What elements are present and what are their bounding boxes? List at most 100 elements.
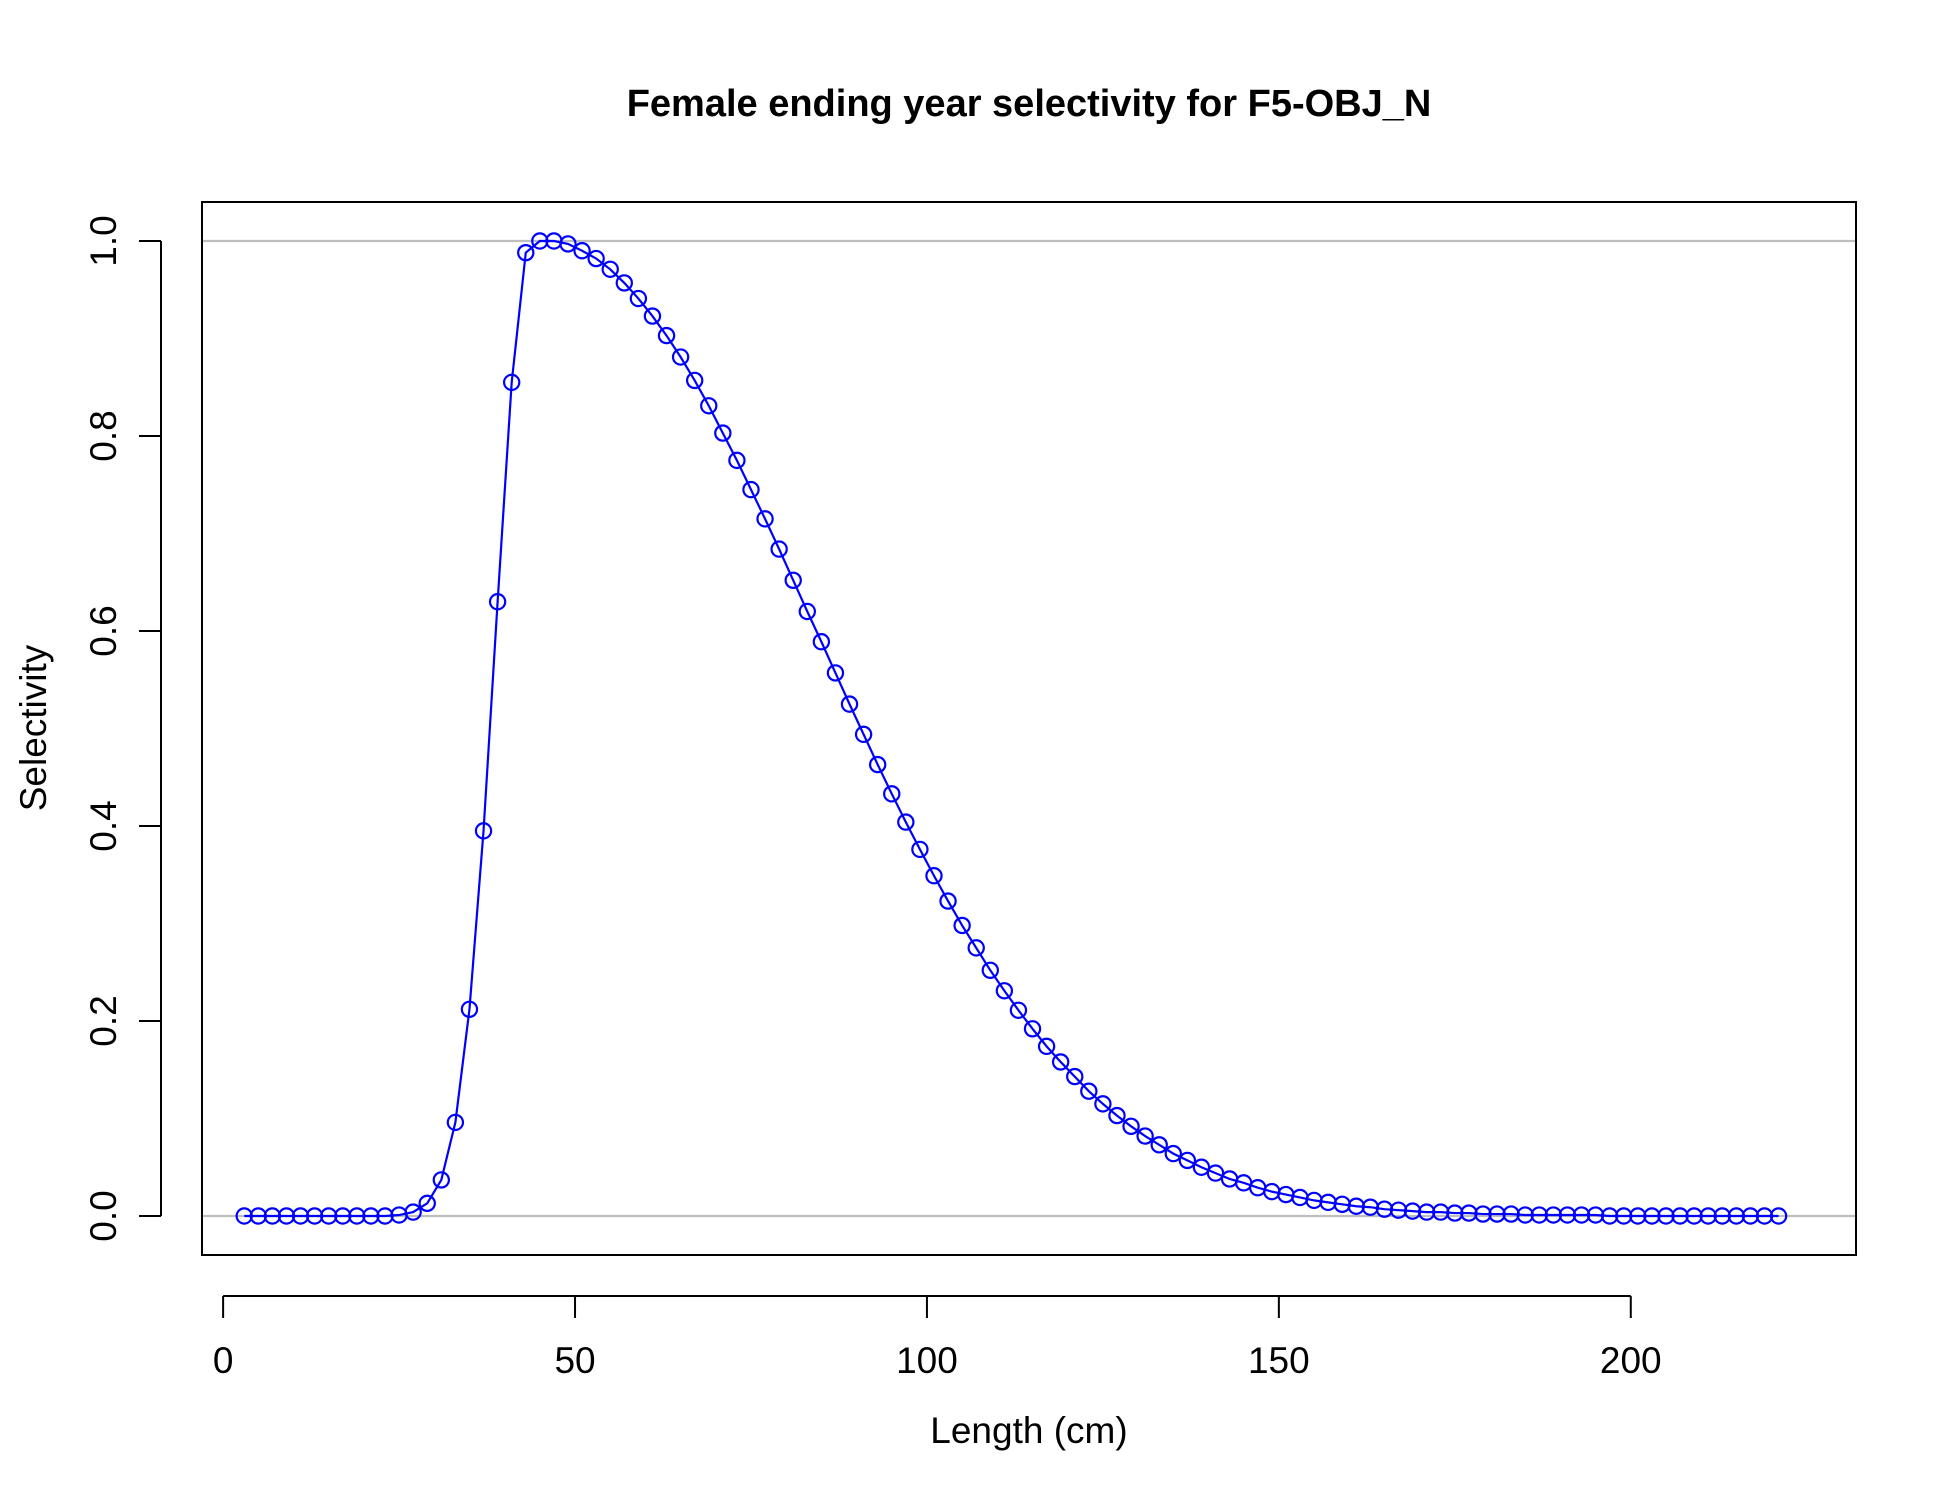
data-point (1136, 1127, 1154, 1145)
data-point (1643, 1207, 1661, 1225)
data-point (826, 664, 845, 682)
data-point (770, 540, 788, 558)
y-tick-label: 0.0 (83, 1190, 124, 1241)
data-point (249, 1207, 268, 1225)
data-point (1544, 1206, 1563, 1224)
data-point (446, 1113, 465, 1132)
data-point (868, 755, 887, 774)
data-point (700, 397, 718, 415)
data-point (1094, 1095, 1112, 1113)
data-point (362, 1207, 380, 1225)
data-point (643, 307, 662, 325)
data-point (1657, 1207, 1675, 1225)
data-point (911, 840, 929, 859)
data-point (939, 892, 957, 910)
reference-lines (202, 239, 1856, 1218)
data-point (474, 822, 493, 840)
y-tick-label: 0.8 (83, 410, 124, 461)
data-point (1755, 1207, 1774, 1225)
data-point (1600, 1207, 1619, 1225)
data-point (531, 232, 549, 250)
x-axis: 0 50 100 150 200 (213, 1295, 1662, 1381)
data-point (334, 1207, 352, 1225)
data-point (1122, 1117, 1140, 1136)
data-point (995, 982, 1014, 1000)
series-line (244, 239, 1779, 1218)
y-tick-label: 0.4 (83, 800, 124, 851)
data-point (742, 480, 760, 499)
data-point (812, 633, 831, 651)
x-tick-label: 0 (213, 1340, 234, 1381)
data-point (277, 1207, 296, 1225)
data-point (953, 916, 971, 935)
data-point (657, 326, 676, 345)
data-point (235, 1207, 253, 1225)
data-point (1150, 1136, 1168, 1154)
data-point (1727, 1207, 1746, 1225)
data-point (1446, 1204, 1464, 1222)
y-tick-label: 1.0 (83, 215, 124, 266)
data-point (784, 571, 802, 590)
plot-frame (201, 201, 1857, 1256)
data-point (1629, 1207, 1647, 1225)
data-point (1108, 1106, 1126, 1125)
data-point (1023, 1020, 1042, 1038)
data-point (1488, 1205, 1506, 1223)
x-axis-label: Length (cm) (930, 1410, 1127, 1451)
data-point (854, 725, 873, 744)
data-point (1080, 1082, 1098, 1100)
data-point (263, 1207, 282, 1225)
data-point (714, 424, 732, 442)
data-point (1572, 1206, 1591, 1224)
data-point (1037, 1037, 1056, 1056)
data-point (1066, 1067, 1084, 1086)
data-point (1558, 1206, 1577, 1224)
data-point (615, 274, 633, 292)
series-layer (235, 232, 1788, 1225)
data-point (756, 510, 774, 528)
data-point (517, 243, 535, 262)
data-point (897, 813, 915, 831)
data-point (1741, 1207, 1760, 1225)
data-point (685, 371, 704, 390)
data-point (1178, 1151, 1197, 1170)
data-point (967, 939, 985, 957)
data-point (1474, 1205, 1492, 1223)
x-tick-label: 50 (554, 1340, 595, 1381)
data-point (1685, 1207, 1703, 1225)
y-axis: 0.0 0.2 0.4 0.6 0.8 1.0 (83, 215, 162, 1242)
data-point (840, 695, 859, 713)
data-point (601, 260, 619, 278)
data-point (1051, 1053, 1070, 1071)
data-point (1206, 1164, 1225, 1182)
data-point (1417, 1203, 1436, 1221)
x-tick-label: 200 (1600, 1340, 1662, 1381)
data-point (460, 1000, 479, 1019)
data-point (404, 1203, 422, 1221)
data-point (1671, 1207, 1689, 1225)
data-point (1009, 1001, 1028, 1019)
data-point (319, 1207, 338, 1225)
data-point (1192, 1158, 1211, 1176)
data-point (348, 1207, 366, 1225)
data-point (291, 1207, 310, 1225)
y-tick-label: 0.6 (83, 605, 124, 656)
data-point (573, 242, 591, 260)
x-tick-label: 150 (1248, 1340, 1310, 1381)
data-point (418, 1194, 436, 1213)
data-point (488, 593, 507, 611)
data-point (798, 602, 816, 621)
data-point (502, 373, 521, 392)
data-point (305, 1207, 324, 1225)
data-point (671, 348, 690, 366)
y-axis-label: Selectivity (13, 644, 54, 811)
chart-title: Female ending year selectivity for F5-OB… (627, 83, 1432, 125)
data-point (1164, 1144, 1182, 1163)
data-point (728, 451, 746, 470)
data-point (559, 235, 577, 253)
data-point (925, 867, 943, 885)
data-point (629, 289, 648, 308)
data-point (883, 785, 901, 803)
